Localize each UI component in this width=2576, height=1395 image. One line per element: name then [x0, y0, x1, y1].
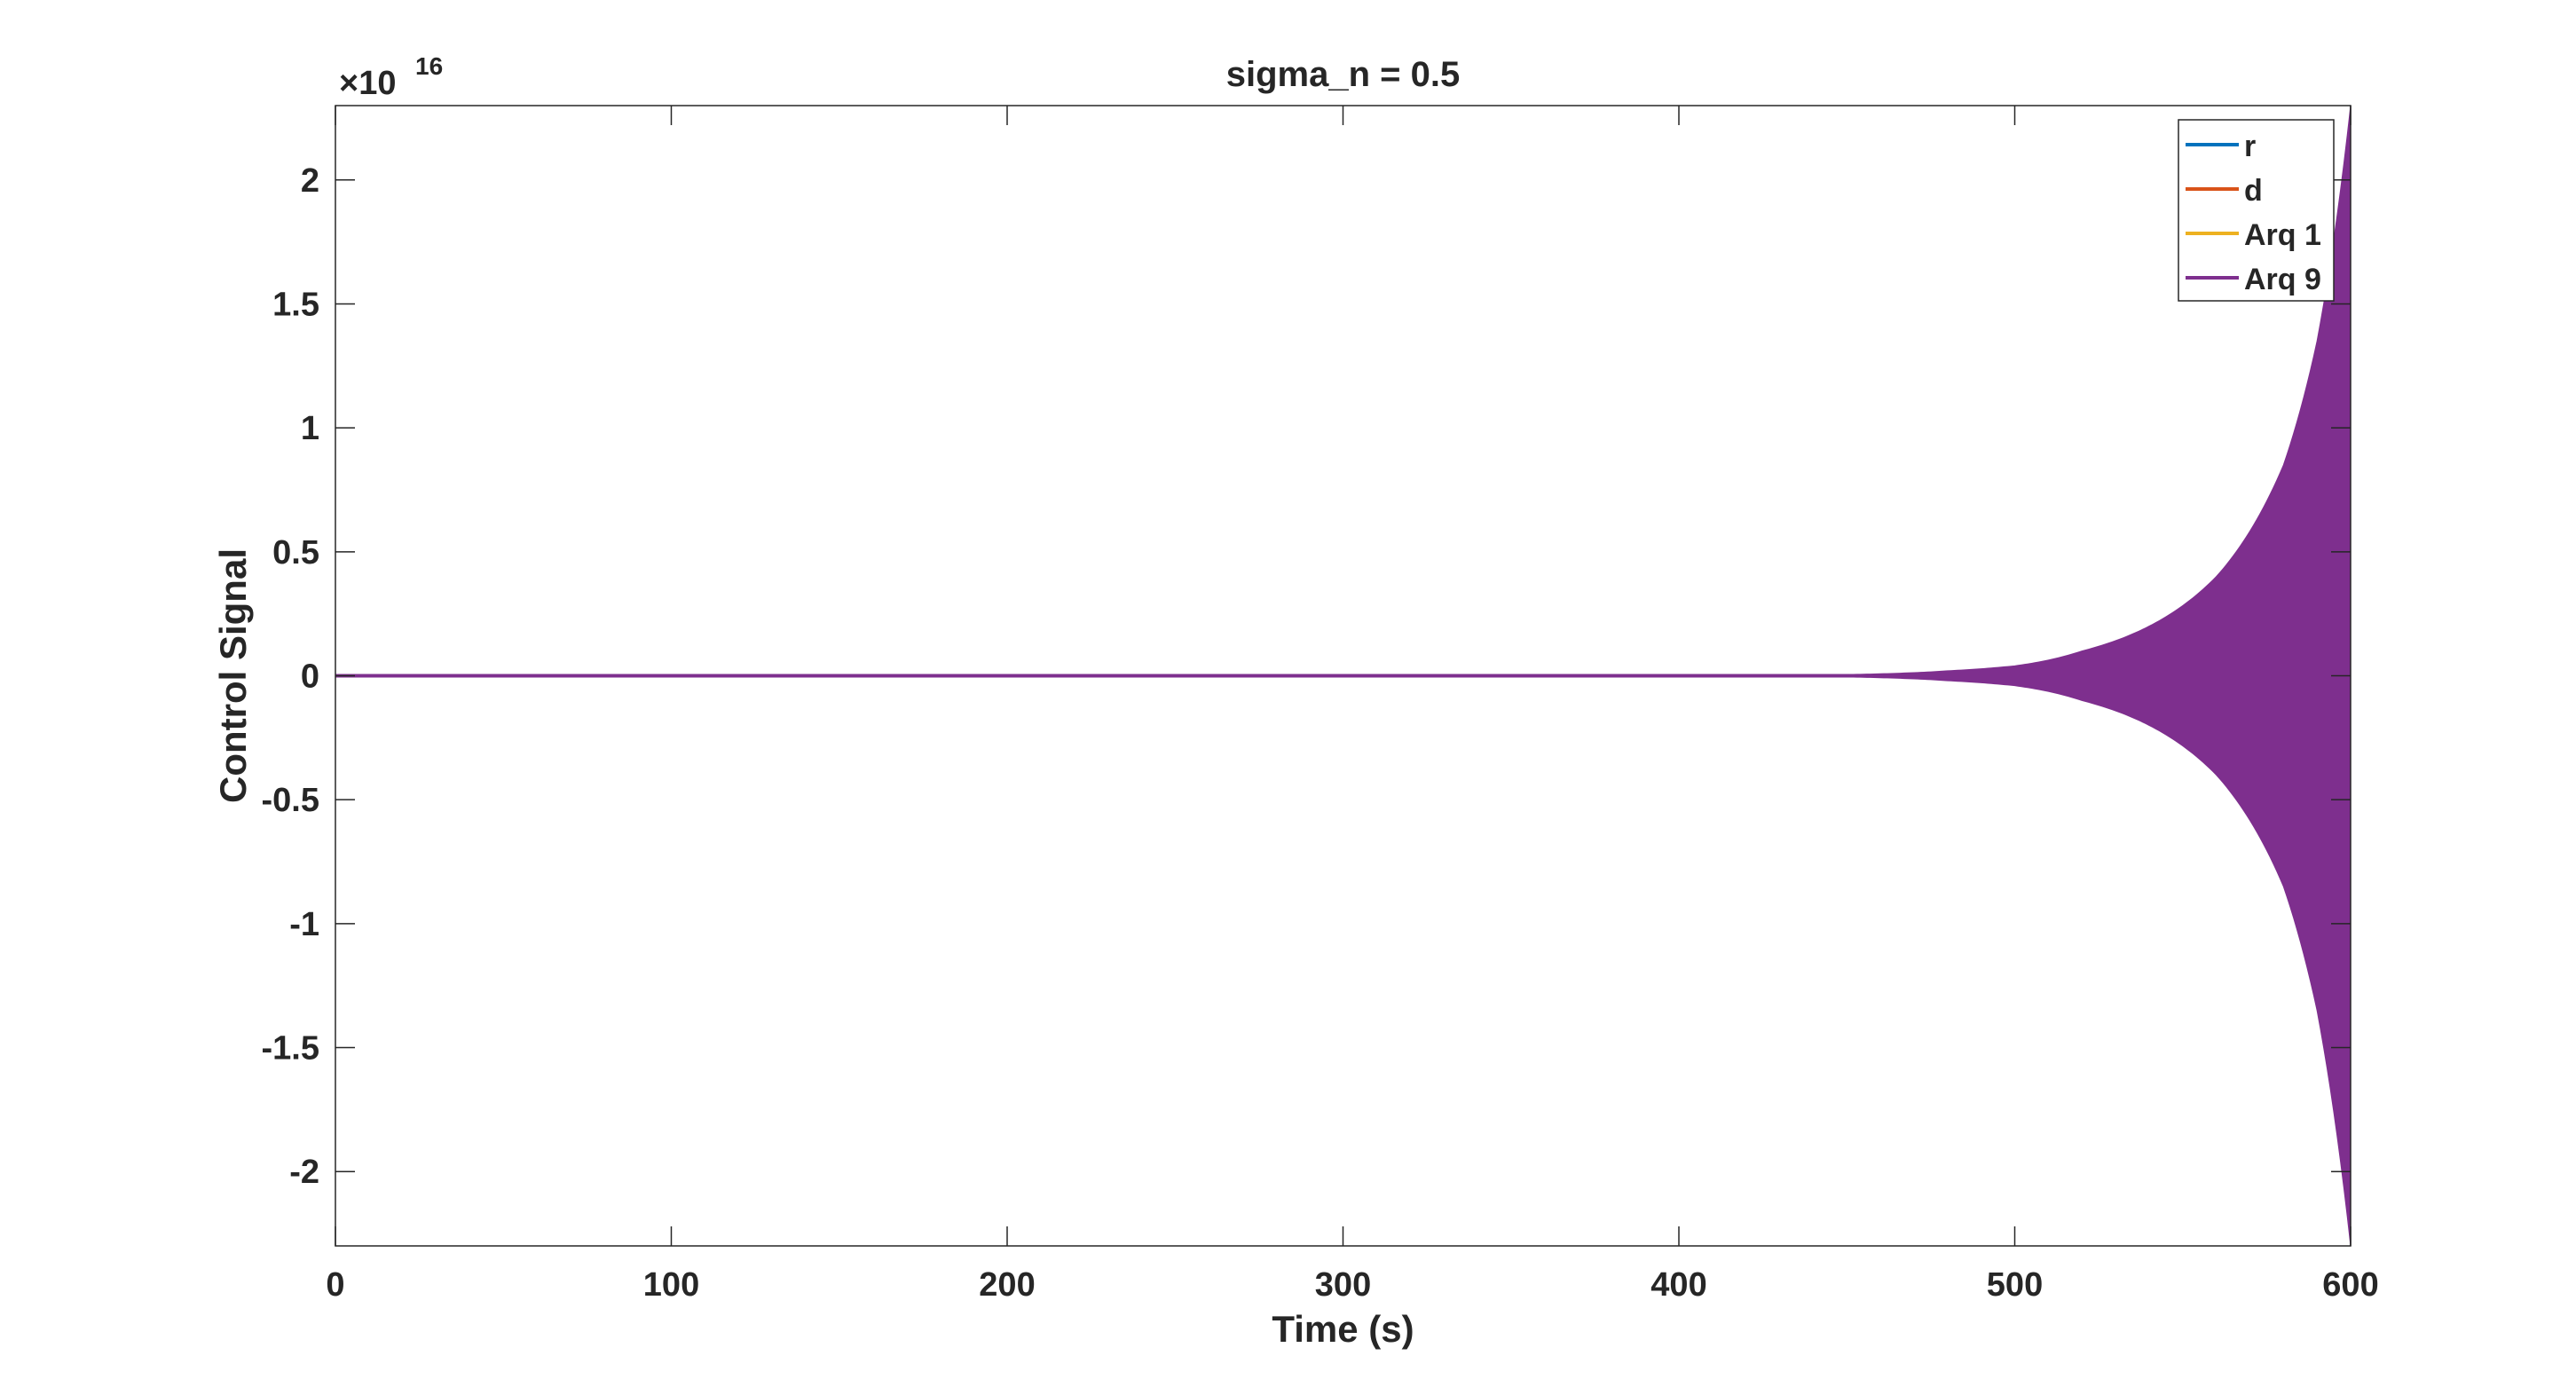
x-tick-label: 200 [979, 1266, 1035, 1304]
y-axis-label: Control Signal [212, 548, 254, 803]
y-exponent-power: 16 [415, 52, 443, 80]
x-tick-label: 300 [1315, 1266, 1371, 1304]
x-axis-label: Time (s) [1272, 1308, 1414, 1350]
x-tick-label: 600 [2322, 1266, 2378, 1304]
legend-label: d [2244, 174, 2263, 208]
legend-label: Arq 9 [2244, 263, 2321, 296]
legend-label: r [2244, 130, 2256, 163]
y-tick-label: -2 [289, 1154, 319, 1191]
y-exponent-label: ×10 [339, 65, 396, 102]
legend-label: Arq 1 [2244, 218, 2321, 252]
x-tick-label: 0 [326, 1266, 344, 1304]
x-tick-label: 500 [1987, 1266, 2043, 1304]
x-tick-label: 400 [1650, 1266, 1706, 1304]
y-tick-label: -1.5 [262, 1030, 319, 1068]
y-tick-label: 1 [301, 410, 319, 447]
x-tick-label: 100 [643, 1266, 699, 1304]
y-tick-label: 2 [301, 162, 319, 200]
y-tick-label: 0.5 [272, 534, 319, 571]
chart-title: sigma_n = 0.5 [1226, 55, 1460, 94]
y-tick-label: 0 [301, 658, 319, 696]
y-tick-label: -1 [289, 906, 319, 943]
y-tick-label: -0.5 [262, 782, 319, 819]
y-tick-label: 1.5 [272, 286, 319, 323]
legend-box [2178, 119, 2335, 302]
